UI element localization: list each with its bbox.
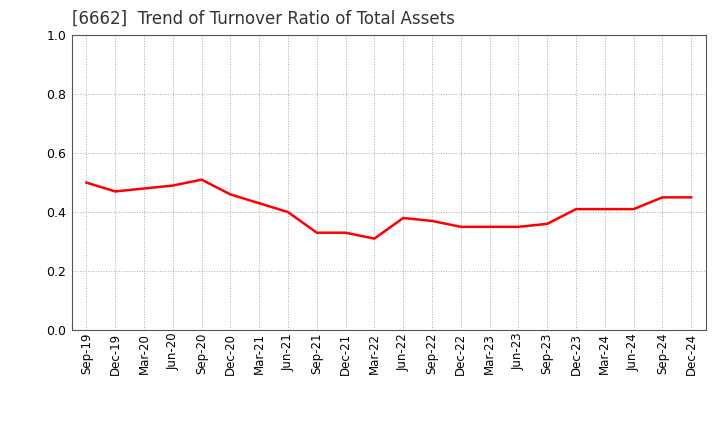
- Text: [6662]  Trend of Turnover Ratio of Total Assets: [6662] Trend of Turnover Ratio of Total …: [72, 10, 455, 28]
